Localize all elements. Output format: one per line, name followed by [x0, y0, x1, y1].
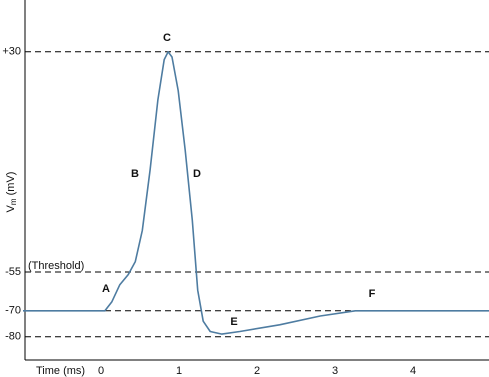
x-tick-label: 4: [410, 365, 416, 377]
annotation: C: [163, 32, 171, 44]
annotation: F: [369, 288, 376, 300]
y-tick-label: -80: [5, 331, 21, 343]
annotation: E: [230, 316, 237, 328]
y-tick-label: +30: [2, 46, 21, 58]
x-axis-label: Time (ms): [36, 365, 85, 377]
y-tick-label: -55: [5, 266, 21, 278]
annotation: B: [131, 168, 139, 180]
threshold-label: (Threshold): [28, 260, 84, 272]
y-axis-label: Vm (mV): [5, 172, 18, 213]
x-tick-label: 1: [176, 365, 182, 377]
y-label-unit: (mV): [5, 172, 17, 199]
annotation: A: [102, 283, 110, 295]
y-label-subscript: m: [9, 198, 18, 205]
x-tick-label: 0: [98, 365, 104, 377]
x-tick-label: 3: [332, 365, 338, 377]
y-tick-label: -70: [5, 305, 21, 317]
annotation: D: [193, 168, 201, 180]
line: [23, 51, 489, 335]
x-tick-label: 2: [254, 365, 260, 377]
y-label-symbol: V: [5, 204, 17, 212]
